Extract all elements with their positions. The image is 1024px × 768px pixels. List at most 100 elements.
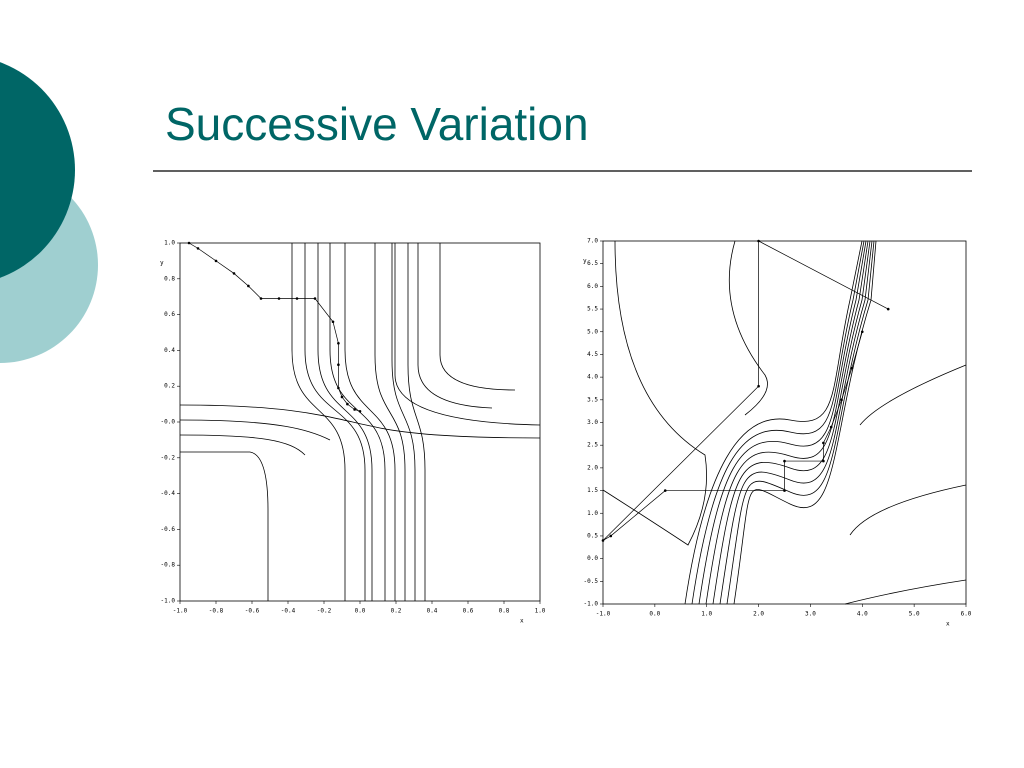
iteration-point	[783, 489, 786, 492]
x-tick-label: 5.0	[909, 611, 920, 618]
y-tick-label: 0.5	[587, 532, 598, 539]
iteration-point	[340, 395, 344, 399]
contour	[417, 243, 493, 409]
contour	[602, 240, 707, 546]
y-tick-label: 6.5	[587, 260, 598, 267]
x-tick-label: 0.0	[649, 611, 660, 618]
iteration-point	[337, 341, 340, 345]
contour	[374, 243, 406, 601]
y-tick-label: -0.4	[161, 490, 176, 497]
y-tick-label: 3.0	[587, 419, 598, 426]
iteration-point	[860, 330, 864, 334]
x-tick-label: -0.2	[317, 608, 332, 615]
contour	[291, 243, 346, 601]
contour	[719, 240, 873, 605]
x-tick-label: 0.4	[427, 608, 438, 615]
contour	[407, 243, 426, 601]
iteration-point	[196, 247, 200, 250]
plot: -1.0 -0.8 -0.6 -0.4 -0.2 0.0 0.2 0.4 0.6 0.8 1.0 1.…	[160, 240, 546, 625]
contour	[705, 240, 869, 605]
y-axis-label: y	[583, 258, 587, 265]
contour	[329, 243, 386, 601]
contour	[179, 434, 306, 456]
x-tick-label: 3.0	[805, 611, 816, 618]
iteration-point	[353, 408, 356, 411]
contour	[179, 404, 541, 439]
iteration-point	[840, 398, 843, 402]
iteration-point	[187, 241, 191, 245]
y-tick-label: -1.0	[161, 598, 176, 605]
x-tick-label: 0.8	[499, 608, 510, 615]
x-tick-label: -1.0	[596, 611, 611, 618]
iteration-point	[609, 534, 613, 538]
y-tick-label: 2.0	[587, 464, 598, 471]
plot: -1.0 0.0 1.0 2.0 3.0 4.0 5.0 6.0 -1.0 -0.5 0.0 0.5 1…	[583, 238, 972, 628]
iteration-point	[295, 297, 299, 300]
y-axis-label: y	[160, 260, 164, 267]
contour	[439, 243, 516, 391]
y-tick-label: 0.0	[587, 555, 598, 562]
contour	[728, 240, 768, 416]
y-tick-label: 0.6	[164, 311, 175, 318]
x-axis-label: x	[946, 621, 950, 628]
x-tick-label: 0.0	[355, 608, 366, 615]
iteration-point	[259, 297, 263, 300]
iteration-point	[346, 402, 349, 406]
iteration-point	[214, 259, 218, 263]
y-tick-label: 5.0	[587, 328, 598, 335]
iteration-point	[822, 441, 825, 445]
y-tick-label: 4.0	[587, 374, 598, 381]
contour	[844, 579, 967, 605]
contour	[698, 240, 867, 605]
contours-right	[684, 240, 877, 605]
x-tick-label: -0.6	[245, 608, 260, 615]
x-tick-label: -0.8	[209, 608, 224, 615]
y-tick-label: -0.0	[161, 419, 176, 426]
contours-right-extra	[602, 240, 967, 605]
y-tick-label: 2.5	[587, 442, 598, 449]
y-tick-label: 5.5	[587, 306, 598, 313]
y-tick-label: 1.0	[587, 510, 598, 517]
iteration-point	[829, 425, 833, 429]
contour	[180, 451, 269, 601]
x-tick-label: -0.4	[281, 608, 296, 615]
iteration-point	[331, 320, 335, 324]
iteration-point	[358, 409, 362, 413]
contour	[391, 243, 416, 601]
iteration-point	[886, 307, 890, 311]
iteration-point	[313, 297, 317, 300]
contour	[394, 243, 541, 426]
iteration-point	[247, 284, 250, 288]
contour	[317, 243, 373, 601]
decor-circle	[0, 62, 75, 278]
contour	[691, 240, 865, 605]
x-tick-label: 1.0	[535, 608, 546, 615]
iteration-point	[822, 459, 825, 463]
x-axis-label: x	[520, 618, 524, 625]
x-tick-label: 0.6	[463, 608, 474, 615]
plot-frame	[602, 240, 967, 605]
y-tick-label: 3.5	[587, 396, 598, 403]
contour	[344, 243, 396, 601]
contour	[859, 364, 967, 426]
contour	[684, 240, 863, 605]
contour	[849, 484, 967, 536]
x-tick-label: -1.0	[173, 608, 188, 615]
iteration-point	[337, 386, 340, 390]
contours-left	[179, 243, 541, 601]
y-tick-label: 1.5	[587, 487, 598, 494]
y-tick-label: -0.2	[161, 454, 176, 461]
y-tick-label: -0.5	[584, 578, 599, 585]
slide-title: Successive Variation	[165, 98, 589, 150]
iteration-point	[783, 459, 786, 463]
y-tick-label: 0.8	[164, 275, 175, 282]
iteration-point	[663, 489, 667, 492]
iteration-path	[188, 242, 361, 412]
y-tick-label: 4.5	[587, 351, 598, 358]
iteration-point	[757, 384, 760, 388]
iteration-point	[232, 272, 236, 275]
contour	[733, 240, 877, 605]
y-tick-label: 0.2	[164, 383, 175, 390]
